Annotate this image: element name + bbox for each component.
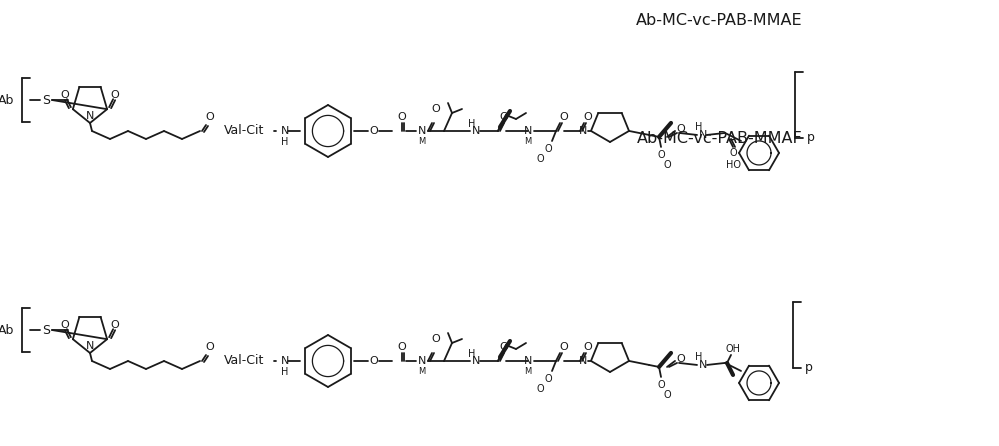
Text: O: O — [544, 374, 551, 384]
Text: O: O — [657, 380, 664, 390]
Text: H: H — [469, 349, 476, 359]
Text: Ab: Ab — [0, 94, 14, 107]
Text: O: O — [370, 126, 379, 136]
Text: Ab-MC-vc-PAB-MMAF: Ab-MC-vc-PAB-MMAF — [636, 131, 802, 146]
Text: N: N — [86, 111, 94, 121]
Text: N: N — [418, 356, 427, 366]
Text: M: M — [524, 137, 531, 146]
Text: S: S — [42, 94, 50, 107]
Text: O: O — [111, 90, 120, 100]
Text: H: H — [469, 119, 476, 129]
Text: O: O — [61, 320, 69, 330]
Text: OH: OH — [725, 344, 740, 354]
Text: M: M — [419, 137, 426, 146]
Text: O: O — [729, 148, 737, 158]
Text: O: O — [206, 112, 215, 122]
Text: O: O — [676, 354, 685, 364]
Text: M: M — [524, 368, 531, 376]
Text: O: O — [536, 384, 543, 394]
Text: M: M — [419, 368, 426, 376]
Text: N: N — [699, 130, 707, 140]
Text: H: H — [281, 137, 289, 147]
Text: N: N — [523, 126, 532, 136]
Text: N: N — [578, 126, 587, 136]
Text: O: O — [500, 342, 508, 352]
Text: O: O — [398, 342, 407, 352]
Text: O: O — [583, 342, 592, 352]
Text: O: O — [432, 104, 441, 114]
Text: O: O — [398, 112, 407, 122]
Text: O: O — [663, 160, 671, 170]
Text: O: O — [370, 356, 379, 366]
Text: p: p — [807, 132, 815, 145]
Text: H: H — [695, 352, 702, 362]
Text: Ab-MC-vc-PAB-MMAE: Ab-MC-vc-PAB-MMAE — [636, 12, 802, 28]
Text: O: O — [663, 390, 671, 400]
Text: Ab: Ab — [0, 323, 14, 336]
Text: O: O — [583, 112, 592, 122]
Text: O: O — [432, 334, 441, 344]
Text: p: p — [805, 362, 813, 375]
Text: N: N — [472, 126, 481, 136]
Text: O: O — [559, 342, 568, 352]
Text: N: N — [472, 356, 481, 366]
Text: O: O — [559, 112, 568, 122]
Text: N: N — [523, 356, 532, 366]
Text: H: H — [695, 122, 702, 132]
Text: O: O — [500, 112, 508, 122]
Text: O: O — [536, 154, 543, 164]
Text: O: O — [111, 320, 120, 330]
Text: H: H — [281, 367, 289, 377]
Text: N: N — [418, 126, 427, 136]
Text: N: N — [699, 360, 707, 370]
Text: O: O — [544, 144, 551, 154]
Text: N: N — [578, 356, 587, 366]
Text: S: S — [42, 323, 50, 336]
Text: Val-Cit: Val-Cit — [224, 355, 265, 368]
Text: O: O — [676, 124, 685, 134]
Text: HO: HO — [725, 160, 740, 170]
Text: N: N — [281, 356, 290, 366]
Text: O: O — [657, 150, 664, 160]
Text: Val-Cit: Val-Cit — [224, 124, 265, 137]
Text: N: N — [281, 126, 290, 136]
Text: O: O — [61, 90, 69, 100]
Text: O: O — [206, 342, 215, 352]
Text: N: N — [86, 341, 94, 351]
